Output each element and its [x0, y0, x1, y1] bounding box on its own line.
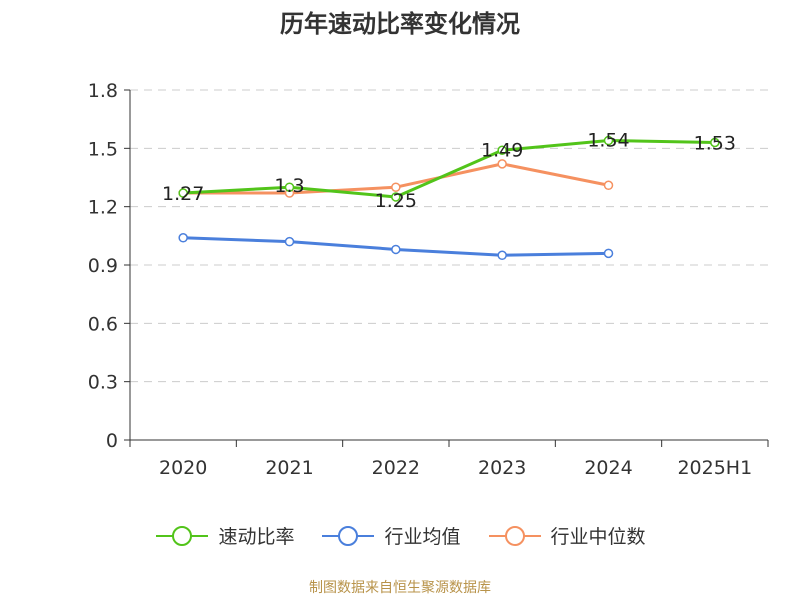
legend-marker — [338, 525, 359, 546]
chart-title: 历年速动比率变化情况 — [280, 10, 520, 38]
legend-item[interactable]: 行业均值 — [320, 522, 461, 549]
x-tick-label: 2024 — [584, 457, 632, 479]
data-point — [391, 244, 401, 255]
data-point — [497, 145, 507, 156]
legend: 速动比率 行业均值 行业中位数 — [0, 522, 800, 549]
x-tick-label: 2023 — [478, 457, 526, 479]
y-tick-label: 0.9 — [88, 255, 118, 277]
x-tick-label: 2021 — [265, 457, 313, 479]
legend-swatch — [488, 525, 541, 546]
legend-item[interactable]: 速动比率 — [154, 522, 294, 549]
data-point — [284, 182, 295, 192]
y-tick-label: 0.6 — [88, 313, 118, 335]
legend-label: 速动比率 — [218, 526, 295, 548]
y-tick-label: 1.5 — [88, 138, 118, 160]
data-point — [391, 192, 401, 202]
legend-marker — [504, 525, 525, 546]
data-point — [284, 236, 295, 247]
data-point — [710, 137, 720, 148]
legend-label: 行业中位数 — [550, 526, 646, 548]
x-tick-label: 2020 — [159, 457, 207, 479]
data-point — [178, 233, 188, 243]
data-label: 1.3 — [274, 175, 304, 197]
data-label: 1.27 — [162, 183, 204, 205]
data-point — [178, 188, 188, 198]
data-point — [603, 248, 614, 259]
y-tick-label: 0.3 — [88, 372, 118, 394]
y-tick-label: 0 — [106, 430, 118, 452]
legend-item[interactable]: 行业中位数 — [487, 522, 646, 549]
data-point — [603, 180, 614, 191]
data-point — [497, 159, 507, 169]
data-label: 1.53 — [694, 133, 736, 155]
y-tick-label: 1.2 — [88, 197, 118, 219]
x-tick-label: 2025H1 — [677, 457, 752, 479]
data-point — [497, 250, 507, 261]
x-tick-label: 2022 — [372, 457, 420, 479]
legend-marker — [172, 525, 193, 546]
data-label: 1.54 — [587, 130, 629, 152]
source-note: 制图数据来自恒生聚源数据库 — [309, 580, 491, 596]
data-point — [603, 135, 614, 146]
data-label: 1.25 — [375, 190, 417, 212]
legend-swatch — [322, 525, 375, 546]
data-label: 1.49 — [481, 139, 523, 161]
series-line — [183, 139, 715, 199]
legend-label: 行业均值 — [384, 526, 461, 548]
y-tick-label: 1.8 — [88, 80, 118, 102]
legend-swatch — [156, 525, 209, 546]
data-point — [391, 182, 401, 192]
